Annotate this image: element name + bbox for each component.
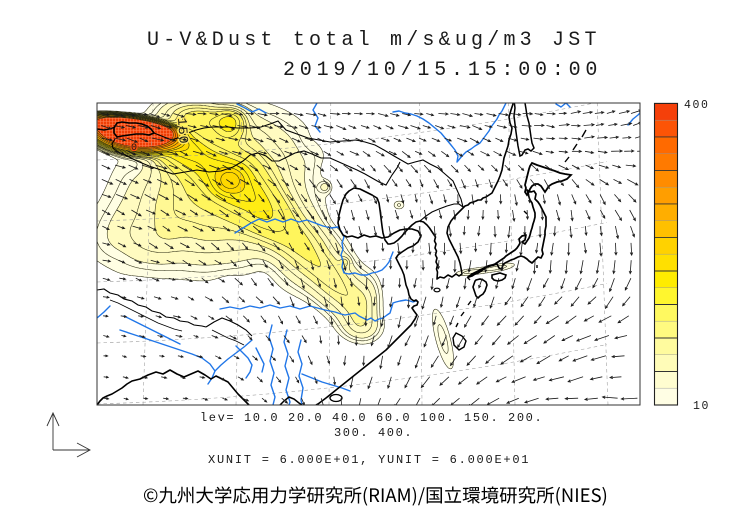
svg-text:150: 150: [174, 117, 191, 145]
svg-text:400: 400: [684, 99, 710, 112]
svg-text:lev= 10.0 20.0 40.0 60.0 100.: lev= 10.0 20.0 40.0 60.0 100. 150. 200.: [200, 411, 543, 425]
svg-text:U-V&Dust total m/s&ug/m3 JST: U-V&Dust total m/s&ug/m3 JST: [147, 29, 601, 52]
svg-text:300. 400.: 300. 400.: [334, 426, 413, 440]
svg-text:2019/10/15.15:00:00: 2019/10/15.15:00:00: [283, 59, 602, 82]
svg-text:0: 0: [131, 143, 137, 154]
svg-text:10: 10: [693, 400, 710, 413]
svg-text:XUNIT = 6.000E+01, YUNIT = 6.0: XUNIT = 6.000E+01, YUNIT = 6.000E+01: [208, 453, 530, 467]
